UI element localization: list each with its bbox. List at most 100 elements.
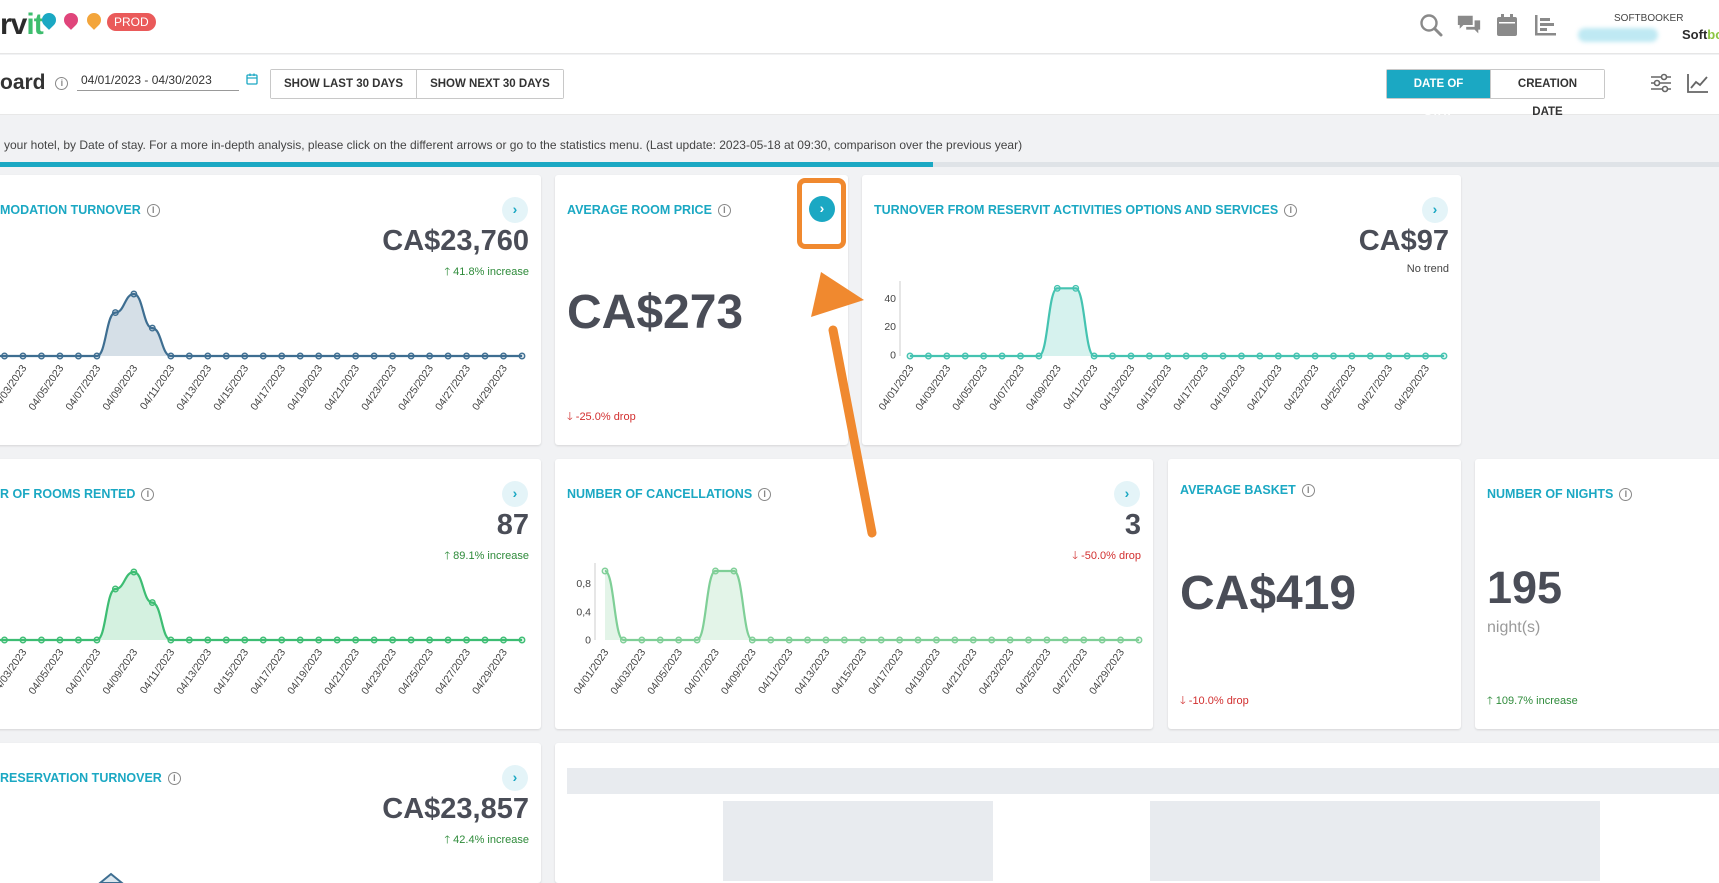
- card-title: AVERAGE BASKET i: [1180, 483, 1315, 498]
- data-point: [767, 636, 775, 644]
- data-point: [1422, 352, 1430, 360]
- details-arrow-button[interactable]: ›: [1422, 197, 1448, 223]
- data-point: [333, 636, 341, 644]
- data-point: [278, 352, 286, 360]
- data-point: [980, 352, 988, 360]
- y-tick-label: 0: [890, 349, 896, 361]
- activities-chart: 4020004/01/202304/03/202304/05/202304/07…: [876, 281, 1448, 413]
- data-point: [1135, 636, 1143, 644]
- info-icon[interactable]: i: [146, 204, 160, 218]
- data-point: [1293, 352, 1301, 360]
- card-value: CA$23,857: [382, 793, 529, 825]
- search-icon[interactable]: [1418, 12, 1444, 38]
- data-point: [1053, 284, 1061, 292]
- details-arrow-button[interactable]: ›: [1114, 481, 1140, 507]
- data-point: [1, 352, 8, 360]
- data-point: [932, 636, 940, 644]
- data-point: [130, 290, 138, 298]
- top-icons: [1418, 12, 1558, 38]
- data-point: [1201, 352, 1209, 360]
- info-icon[interactable]: i: [1619, 488, 1633, 502]
- account-name[interactable]: SOFTBOOKER: [1614, 13, 1684, 24]
- highlight-box: [797, 178, 846, 249]
- info-icon[interactable]: i: [55, 76, 69, 90]
- data-point: [877, 636, 885, 644]
- data-point: [1035, 352, 1043, 360]
- data-point: [1127, 352, 1135, 360]
- y-tick-label: 0,4: [576, 606, 591, 618]
- data-point: [712, 567, 719, 575]
- data-point: [914, 636, 922, 644]
- data-point: [1274, 352, 1282, 360]
- series-area: [0, 294, 522, 356]
- show-next-30-button[interactable]: SHOW NEXT 30 DAYS: [416, 70, 563, 98]
- data-point: [241, 636, 249, 644]
- stats-icon[interactable]: [1532, 12, 1558, 38]
- filters-icon[interactable]: [1649, 72, 1673, 94]
- details-arrow-button[interactable]: ›: [809, 196, 835, 222]
- data-point: [896, 636, 904, 644]
- data-point: [822, 636, 830, 644]
- data-point: [1, 636, 8, 644]
- data-point: [1164, 352, 1172, 360]
- reservit-logo[interactable]: rvit: [0, 8, 44, 41]
- data-point: [444, 352, 452, 360]
- data-point: [148, 599, 156, 607]
- data-point: [370, 636, 378, 644]
- data-point: [601, 567, 609, 575]
- calendar-icon[interactable]: [246, 73, 258, 88]
- chat-icon[interactable]: [1456, 12, 1482, 38]
- skeleton-block: [1150, 801, 1600, 881]
- info-icon[interactable]: i: [1284, 204, 1298, 218]
- progress-fill: [0, 162, 934, 167]
- data-point: [315, 352, 323, 360]
- trend-label: 🡑 41.8% increase: [444, 266, 529, 278]
- trend-label: 🡑 109.7% increase: [1487, 695, 1578, 707]
- card-title: RESERVATION TURNOVER i: [0, 771, 181, 786]
- data-point: [1366, 352, 1374, 360]
- data-point: [259, 636, 267, 644]
- chart-icon[interactable]: [1686, 72, 1710, 94]
- data-point: [675, 636, 683, 644]
- info-icon[interactable]: i: [717, 204, 731, 218]
- data-point: [204, 636, 212, 644]
- rooms-rented-chart: 04/03/202304/05/202304/07/202304/09/2023…: [0, 568, 526, 697]
- card-title: MODATION TURNOVER i: [0, 203, 160, 218]
- data-point: [278, 636, 286, 644]
- trend-label: No trend: [1406, 263, 1449, 275]
- trend-label: 🡓 -10.0% drop: [1180, 695, 1249, 707]
- details-arrow-button[interactable]: ›: [502, 197, 528, 223]
- progress-bar: [0, 162, 1719, 167]
- details-arrow-button[interactable]: ›: [502, 765, 528, 791]
- dashboard-toolbar: oard i 04/01/2023 - 04/30/2023 SHOW LAST…: [0, 55, 1719, 118]
- data-point: [1043, 636, 1051, 644]
- data-point: [1145, 352, 1153, 360]
- data-point: [407, 352, 415, 360]
- user-name-blurred[interactable]: [1578, 28, 1658, 42]
- show-last-30-button[interactable]: SHOW LAST 30 DAYS: [271, 70, 417, 98]
- arrow-shaft: [828, 325, 877, 538]
- creation-date-button[interactable]: CREATION DATE: [1490, 70, 1604, 118]
- data-point: [56, 636, 64, 644]
- data-point: [804, 636, 812, 644]
- info-icon[interactable]: i: [1301, 484, 1315, 498]
- date-range-input[interactable]: 04/01/2023 - 04/30/2023: [77, 71, 239, 91]
- data-point: [1237, 352, 1245, 360]
- data-point: [426, 636, 434, 644]
- y-tick-label: 20: [884, 321, 896, 333]
- trend-label: 🡑 42.4% increase: [444, 834, 529, 846]
- data-point: [259, 352, 267, 360]
- data-point: [370, 352, 378, 360]
- info-icon[interactable]: i: [141, 488, 155, 502]
- data-point: [204, 352, 212, 360]
- date-of-stay-button[interactable]: DATE OF STAY: [1387, 70, 1490, 118]
- data-point: [241, 352, 249, 360]
- data-point: [518, 636, 526, 644]
- calendar-icon[interactable]: [1494, 12, 1520, 38]
- info-icon[interactable]: i: [758, 488, 772, 502]
- data-point: [1090, 352, 1098, 360]
- series-area: [605, 571, 1139, 640]
- info-icon[interactable]: i: [167, 772, 181, 786]
- details-arrow-button[interactable]: ›: [502, 481, 528, 507]
- data-point: [352, 636, 360, 644]
